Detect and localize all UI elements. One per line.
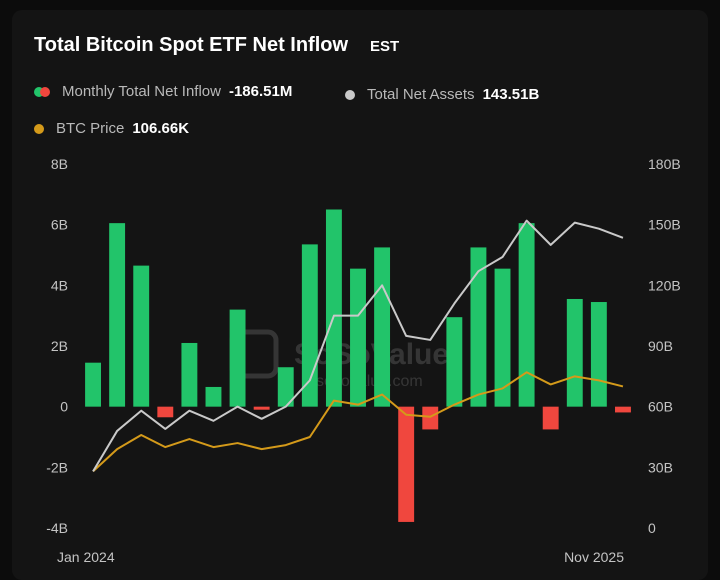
inflow-bar[interactable] bbox=[85, 362, 101, 407]
chart-header: Total Bitcoin Spot ETF Net Inflow EST bbox=[34, 34, 399, 57]
inflow-bar[interactable] bbox=[133, 265, 150, 407]
x-tick-label: Jan 2024 bbox=[57, 549, 115, 565]
chart-title: Total Bitcoin Spot ETF Net Inflow bbox=[34, 34, 349, 56]
legend-inflow-label: Monthly Total Net Inflow bbox=[62, 83, 221, 100]
x-axis: Jan 2024 Nov 2025 bbox=[57, 549, 624, 565]
inflow-bar[interactable] bbox=[229, 309, 246, 407]
legend-price-value: 106.66K bbox=[132, 120, 190, 137]
legend-inflow[interactable]: Monthly Total Net Inflow -186.51M bbox=[34, 83, 292, 100]
left-tick-label: -2B bbox=[46, 459, 68, 475]
timezone-label[interactable]: EST bbox=[370, 38, 400, 55]
left-tick-label: 6B bbox=[51, 217, 68, 233]
right-axis: 0 30B 60B 90B 120B 150B 180B bbox=[648, 156, 681, 536]
right-tick-label: 90B bbox=[648, 338, 673, 354]
right-tick-label: 60B bbox=[648, 399, 673, 415]
chart-plot: SoSoValue sosovalue.com -4B-2B02B4B6B8B … bbox=[46, 156, 681, 565]
left-tick-label: -4B bbox=[46, 520, 68, 536]
right-tick-label: 150B bbox=[648, 217, 681, 233]
inflow-bar[interactable] bbox=[253, 406, 270, 410]
inflow-bar[interactable] bbox=[422, 406, 439, 430]
inflow-bar[interactable] bbox=[277, 367, 294, 407]
left-tick-label: 2B bbox=[51, 338, 68, 354]
inflow-bar[interactable] bbox=[301, 244, 318, 407]
x-tick-label: Nov 2025 bbox=[564, 549, 624, 565]
total-net-assets-line[interactable] bbox=[92, 219, 624, 472]
right-tick-label: 0 bbox=[648, 520, 656, 536]
inflow-bar[interactable] bbox=[205, 386, 222, 407]
inflow-bar[interactable] bbox=[518, 223, 535, 407]
right-tick-label: 120B bbox=[648, 277, 681, 293]
inflow-bar[interactable] bbox=[470, 247, 487, 407]
btc-price-line[interactable] bbox=[92, 371, 624, 473]
assets-legend-icon bbox=[345, 89, 355, 100]
left-tick-label: 4B bbox=[51, 277, 68, 293]
inflow-bar[interactable] bbox=[542, 406, 559, 430]
left-axis: -4B -2B 0 2B 4B 6B 8B bbox=[46, 156, 68, 536]
inflow-bar[interactable] bbox=[374, 247, 391, 407]
inflow-bar[interactable] bbox=[590, 302, 607, 407]
legend-assets[interactable]: Total Net Assets 143.51B bbox=[345, 86, 539, 103]
inflow-bar[interactable] bbox=[446, 317, 463, 407]
inflow-bar[interactable] bbox=[494, 268, 511, 407]
inflow-bar[interactable] bbox=[109, 223, 126, 407]
legend-price-label: BTC Price bbox=[56, 120, 125, 137]
inflow-bar[interactable] bbox=[325, 209, 342, 407]
legend-assets-label: Total Net Assets bbox=[367, 86, 475, 103]
legend-assets-value: 143.51B bbox=[482, 86, 540, 103]
inflow-bar[interactable] bbox=[615, 406, 631, 413]
inflow-legend-icon bbox=[34, 86, 50, 97]
left-tick-label: 8B bbox=[51, 156, 68, 172]
lines bbox=[92, 219, 624, 473]
inflow-bar[interactable] bbox=[181, 342, 198, 407]
inflow-bar[interactable] bbox=[157, 406, 174, 418]
inflow-bars bbox=[85, 209, 631, 522]
inflow-bar[interactable] bbox=[398, 406, 415, 522]
price-legend-icon bbox=[34, 123, 44, 134]
watermark-url: sosovalue.com bbox=[316, 373, 423, 390]
inflow-bar[interactable] bbox=[350, 268, 366, 407]
right-tick-label: 180B bbox=[648, 156, 681, 172]
legend-price[interactable]: BTC Price 106.66K bbox=[34, 120, 189, 137]
legend-inflow-value: -186.51M bbox=[228, 83, 293, 100]
left-tick-label: 0 bbox=[60, 399, 68, 415]
right-tick-label: 30B bbox=[648, 459, 673, 475]
inflow-bar[interactable] bbox=[566, 298, 583, 407]
